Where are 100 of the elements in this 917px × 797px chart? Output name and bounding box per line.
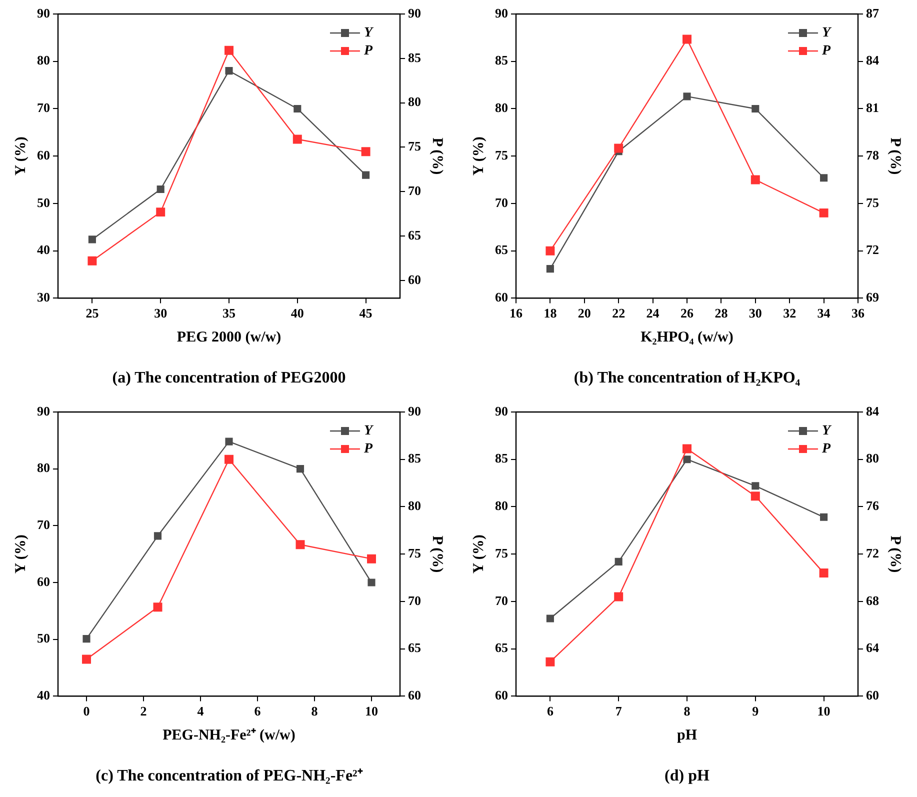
text: (b) The concentration of H₂KPO₄ bbox=[574, 370, 800, 387]
point bbox=[546, 265, 554, 273]
y2-tick-label: 65 bbox=[408, 227, 422, 242]
x-axis-title: PEG 2000 (w/w) bbox=[176, 330, 282, 346]
x-tick-label: 34 bbox=[817, 305, 831, 320]
y2-tick-label: 75 bbox=[408, 138, 422, 154]
point bbox=[819, 208, 828, 218]
y2-axis-title: P (%) bbox=[429, 138, 446, 175]
y2-tick-label: 80 bbox=[408, 498, 421, 514]
y-tick-label: 80 bbox=[495, 498, 508, 514]
y-tick-label: 70 bbox=[37, 100, 50, 116]
x-tick-label: 22 bbox=[612, 305, 626, 320]
y-tick-label: 70 bbox=[495, 194, 508, 210]
x-tick-label: 9 bbox=[752, 703, 760, 718]
point bbox=[750, 175, 760, 184]
y-tick-label: 90 bbox=[37, 5, 50, 20]
text: (a) The concentration of PEG2000 bbox=[112, 370, 346, 387]
point bbox=[225, 438, 233, 446]
x-tick-label: 30 bbox=[154, 305, 168, 320]
y-tick-label: 75 bbox=[495, 545, 508, 560]
y2-tick-label: 72 bbox=[866, 242, 879, 258]
y-tick-label: 75 bbox=[495, 147, 508, 162]
y2-tick-label: 68 bbox=[866, 592, 880, 608]
point bbox=[362, 171, 370, 179]
point bbox=[682, 34, 692, 44]
x-tick-label: 7 bbox=[615, 703, 622, 718]
y2-tick-label: 80 bbox=[408, 94, 421, 110]
x-tick-label: 30 bbox=[748, 305, 762, 320]
point bbox=[82, 635, 90, 643]
x-tick-label: 45 bbox=[359, 305, 373, 320]
x-tick-label: 6 bbox=[254, 703, 262, 718]
point bbox=[294, 104, 302, 113]
point bbox=[752, 104, 760, 113]
point bbox=[367, 554, 376, 564]
point bbox=[820, 513, 828, 521]
point bbox=[546, 614, 554, 622]
x-tick-label: 8 bbox=[311, 703, 318, 718]
y-axis-title: Y (%) bbox=[12, 136, 29, 176]
y2-tick-label: 84 bbox=[866, 52, 880, 68]
text: (d) pH bbox=[664, 768, 710, 785]
y-tick-label: 70 bbox=[495, 592, 508, 608]
point bbox=[296, 465, 304, 473]
point bbox=[292, 134, 302, 144]
point bbox=[224, 46, 234, 55]
y2-tick-label: 85 bbox=[408, 450, 422, 466]
y2-tick-label: 87 bbox=[866, 5, 880, 20]
y-tick-label: 85 bbox=[495, 450, 508, 466]
point bbox=[224, 454, 234, 464]
point bbox=[154, 532, 162, 540]
legend-label: Y bbox=[364, 26, 374, 41]
y-tick-label: 85 bbox=[495, 52, 508, 68]
x-tick-label: 32 bbox=[783, 305, 796, 320]
y-tick-label: 40 bbox=[37, 688, 50, 703]
x-tick-label: 40 bbox=[290, 305, 304, 320]
x-tick-label: 25 bbox=[86, 305, 100, 320]
x-tick-label: 16 bbox=[510, 305, 523, 320]
point bbox=[820, 174, 828, 182]
y2-tick-label: 65 bbox=[408, 640, 422, 656]
legend-label: Y bbox=[822, 424, 832, 439]
point bbox=[683, 456, 691, 464]
y-tick-label: 60 bbox=[495, 688, 508, 703]
x-tick-label: 6 bbox=[546, 703, 554, 718]
text: (c) The concentration of PEG-NH₂-Fe²⁺ bbox=[96, 768, 364, 785]
y2-tick-label: 85 bbox=[408, 50, 422, 65]
y-tick-label: 80 bbox=[495, 100, 508, 116]
y2-tick-label: 72 bbox=[866, 545, 879, 560]
y-tick-label: 80 bbox=[37, 52, 50, 68]
point bbox=[614, 592, 624, 602]
y2-tick-label: 90 bbox=[408, 403, 421, 418]
y2-tick-label: 84 bbox=[866, 403, 880, 418]
y-axis-title: Y (%) bbox=[470, 136, 487, 176]
y2-axis-title: P (%) bbox=[887, 536, 904, 573]
x-axis-title: K₂HPO₄ (w/w) bbox=[640, 330, 734, 346]
y2-tick-label: 60 bbox=[408, 272, 421, 287]
y-tick-label: 90 bbox=[495, 403, 508, 418]
y-tick-label: 30 bbox=[37, 290, 50, 305]
y2-axis-title: P (%) bbox=[887, 138, 904, 175]
point bbox=[682, 444, 692, 454]
point bbox=[752, 482, 760, 490]
legend-label: P bbox=[822, 442, 831, 457]
y2-tick-label: 75 bbox=[408, 545, 422, 560]
point bbox=[82, 654, 91, 664]
legend-label: P bbox=[364, 442, 373, 457]
y2-tick-label: 70 bbox=[408, 182, 421, 198]
point bbox=[546, 657, 555, 666]
x-tick-label: 4 bbox=[197, 703, 204, 718]
y-tick-label: 60 bbox=[37, 147, 50, 162]
point bbox=[683, 92, 691, 100]
point bbox=[296, 540, 305, 550]
y2-tick-label: 75 bbox=[866, 194, 880, 210]
x-tick-label: 18 bbox=[544, 305, 558, 320]
y-tick-label: 50 bbox=[37, 194, 50, 210]
x-axis-title: pH bbox=[676, 728, 698, 744]
y-tick-label: 65 bbox=[495, 640, 508, 656]
legend-label: Y bbox=[364, 424, 374, 439]
y2-tick-label: 81 bbox=[866, 100, 879, 116]
point bbox=[88, 236, 96, 244]
y2-tick-label: 69 bbox=[866, 290, 880, 305]
x-tick-label: 0 bbox=[83, 703, 90, 718]
legend-label: Y bbox=[822, 26, 832, 41]
